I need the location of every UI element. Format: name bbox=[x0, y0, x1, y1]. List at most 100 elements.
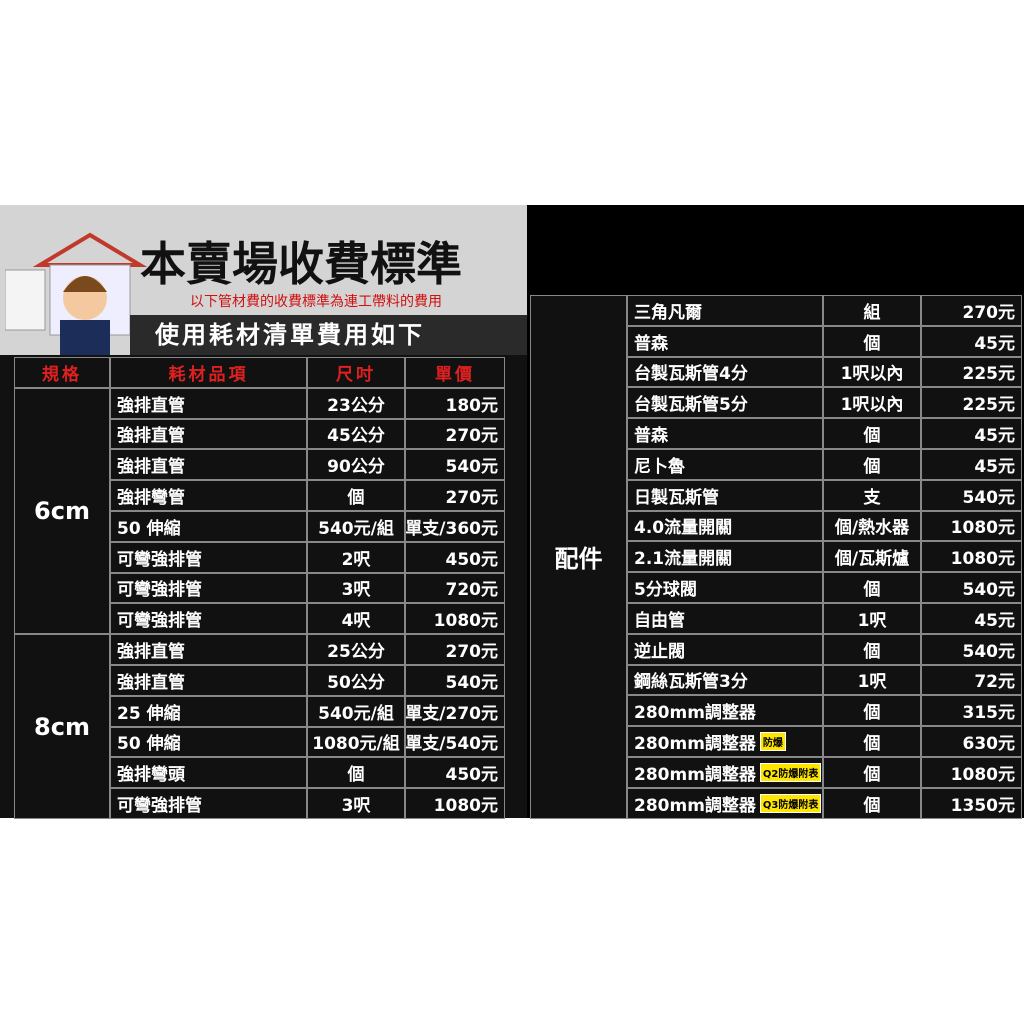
size-cell: 23公分 bbox=[307, 387, 405, 419]
item-cell: 280mm調整器 Q2防爆附表 bbox=[627, 757, 823, 788]
item-cell: 可彎強排管 bbox=[110, 572, 307, 604]
header-cell: 耗材品項 bbox=[110, 357, 307, 388]
size-cell: 50公分 bbox=[307, 665, 405, 696]
size-cell: 組 bbox=[823, 295, 921, 326]
price-cell: 315元 bbox=[921, 695, 1022, 727]
size-cell: 4呎 bbox=[307, 603, 405, 635]
size-cell: 支 bbox=[823, 479, 921, 511]
item-cell: 強排直管 bbox=[110, 665, 307, 696]
price-cell: 270元 bbox=[405, 480, 505, 511]
title: 本賣場收費標準 bbox=[140, 237, 462, 291]
header-cell: 尺吋 bbox=[307, 357, 405, 388]
size-cell: 個/熱水器 bbox=[823, 510, 921, 542]
item-cell: 4.0流量開關 bbox=[627, 510, 823, 542]
item-cell: 三角凡爾 bbox=[627, 295, 823, 326]
item-cell: 普森 bbox=[627, 418, 823, 449]
size-cell: 45公分 bbox=[307, 418, 405, 450]
item-cell: 280mm調整器 Q3防爆附表 bbox=[627, 787, 823, 819]
price-cell: 270元 bbox=[921, 295, 1022, 326]
size-cell: 個 bbox=[823, 757, 921, 788]
item-cell: 25 伸縮 bbox=[110, 695, 307, 727]
size-cell: 個 bbox=[307, 480, 405, 511]
item-cell: 自由管 bbox=[627, 603, 823, 634]
size-cell: 3呎 bbox=[307, 788, 405, 819]
price-cell: 720元 bbox=[405, 572, 505, 604]
price-cell: 540元 bbox=[405, 449, 505, 481]
size-cell: 1呎以內 bbox=[823, 387, 921, 419]
item-cell: 50 伸縮 bbox=[110, 726, 307, 758]
size-cell: 2呎 bbox=[307, 541, 405, 573]
price-cell: 單支/540元 bbox=[405, 726, 505, 758]
price-cell: 180元 bbox=[405, 387, 505, 419]
item-cell: 台製瓦斯管5分 bbox=[627, 387, 823, 419]
price-cell: 單支/360元 bbox=[405, 511, 505, 542]
price-cell: 540元 bbox=[921, 633, 1022, 665]
item-cell: 普森 bbox=[627, 325, 823, 357]
item-cell: 強排直管 bbox=[110, 449, 307, 481]
size-cell: 90公分 bbox=[307, 449, 405, 481]
price-cell: 1080元 bbox=[921, 757, 1022, 788]
badge: 防爆 bbox=[759, 732, 786, 752]
price-cell: 1080元 bbox=[405, 603, 505, 635]
price-cell: 225元 bbox=[921, 356, 1022, 388]
group-label: 6cm bbox=[14, 387, 110, 635]
illustration bbox=[5, 232, 148, 355]
size-cell: 個 bbox=[823, 726, 921, 757]
item-cell: 鋼絲瓦斯管3分 bbox=[627, 664, 823, 696]
subtitle: 以下管材費的收費標準為連工帶料的費用 bbox=[190, 294, 442, 310]
size-cell: 個 bbox=[823, 325, 921, 357]
price-cell: 540元 bbox=[405, 665, 505, 696]
header-cell: 規格 bbox=[14, 357, 110, 388]
header-cell: 單價 bbox=[405, 357, 505, 388]
price-cell: 270元 bbox=[405, 634, 505, 665]
item-cell: 可彎強排管 bbox=[110, 788, 307, 819]
size-cell: 1呎以內 bbox=[823, 356, 921, 388]
group-label: 配件 bbox=[530, 295, 627, 819]
size-cell: 個 bbox=[823, 572, 921, 603]
banner: 使用耗材清單費用如下 bbox=[130, 315, 527, 355]
item-cell: 逆止閥 bbox=[627, 633, 823, 665]
price-cell: 1080元 bbox=[921, 510, 1022, 542]
price-cell: 1350元 bbox=[921, 787, 1022, 819]
price-cell: 630元 bbox=[921, 726, 1022, 757]
size-cell: 個 bbox=[823, 787, 921, 819]
price-cell: 540元 bbox=[921, 572, 1022, 603]
price-cell: 1080元 bbox=[405, 788, 505, 819]
price-cell: 單支/270元 bbox=[405, 695, 505, 727]
size-cell: 1呎 bbox=[823, 603, 921, 634]
item-cell: 強排直管 bbox=[110, 387, 307, 419]
item-cell: 台製瓦斯管4分 bbox=[627, 356, 823, 388]
size-cell: 個/瓦斯爐 bbox=[823, 541, 921, 573]
price-cell: 450元 bbox=[405, 757, 505, 789]
price-cell: 45元 bbox=[921, 449, 1022, 480]
price-cell: 45元 bbox=[921, 603, 1022, 634]
item-cell: 5分球閥 bbox=[627, 572, 823, 603]
price-cell: 45元 bbox=[921, 418, 1022, 449]
size-cell: 540元/組 bbox=[307, 511, 405, 542]
item-cell: 2.1流量開關 bbox=[627, 541, 823, 573]
item-cell: 280mm調整器 bbox=[627, 695, 823, 727]
item-cell: 強排直管 bbox=[110, 634, 307, 665]
size-cell: 個 bbox=[823, 695, 921, 727]
item-cell: 可彎強排管 bbox=[110, 541, 307, 573]
price-cell: 540元 bbox=[921, 479, 1022, 511]
size-cell: 1080元/組 bbox=[307, 726, 405, 758]
size-cell: 3呎 bbox=[307, 572, 405, 604]
price-cell: 72元 bbox=[921, 664, 1022, 696]
size-cell: 個 bbox=[823, 418, 921, 449]
price-cell: 45元 bbox=[921, 325, 1022, 357]
price-cell: 1080元 bbox=[921, 541, 1022, 573]
price-cell: 270元 bbox=[405, 418, 505, 450]
item-cell: 日製瓦斯管 bbox=[627, 479, 823, 511]
item-cell: 50 伸縮 bbox=[110, 511, 307, 542]
item-cell: 強排彎管 bbox=[110, 480, 307, 511]
size-cell: 25公分 bbox=[307, 634, 405, 665]
price-cell: 225元 bbox=[921, 387, 1022, 419]
item-cell: 尼卜魯 bbox=[627, 449, 823, 480]
price-cell: 450元 bbox=[405, 541, 505, 573]
size-cell: 個 bbox=[823, 449, 921, 480]
size-cell: 540元/組 bbox=[307, 695, 405, 727]
badge: Q2防爆附表 bbox=[759, 762, 822, 782]
item-cell: 280mm調整器 防爆 bbox=[627, 726, 823, 757]
